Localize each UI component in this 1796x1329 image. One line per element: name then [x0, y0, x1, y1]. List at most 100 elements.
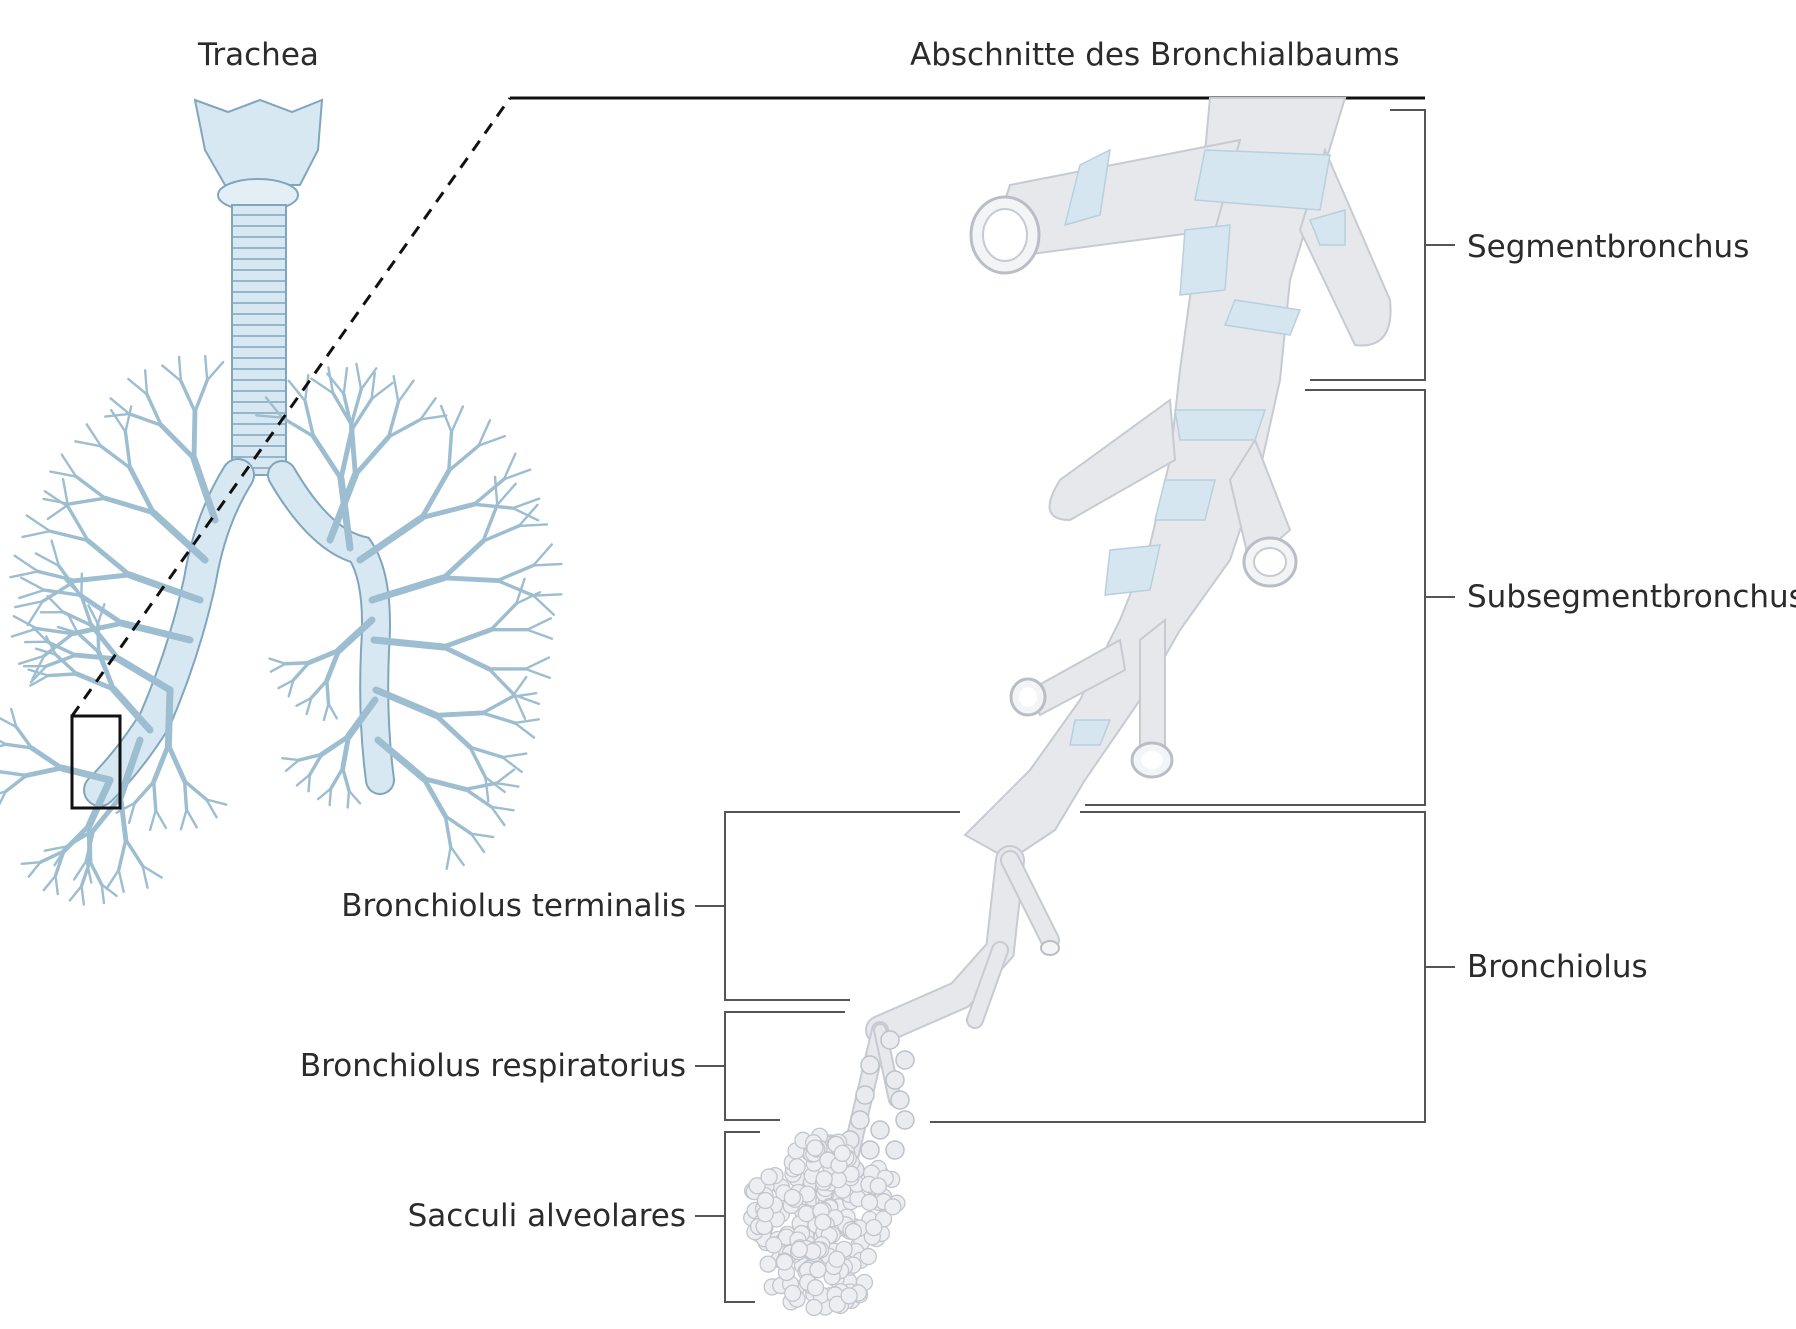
alveolus — [808, 1280, 824, 1296]
bronchial-twig — [444, 647, 489, 669]
alveolar-bud — [891, 1091, 909, 1109]
bronchial-twig — [168, 690, 170, 745]
bronchial-twig — [27, 516, 50, 532]
bronchial-twig — [128, 379, 147, 394]
alveolus — [807, 1140, 823, 1156]
bronchial-twig — [91, 625, 118, 659]
trachea-illustration — [0, 100, 561, 905]
label-subsegmentbronchus: Subsegmentbronchus — [1467, 582, 1796, 613]
bronchial-twig — [313, 436, 341, 478]
bronchial-twig — [356, 364, 361, 390]
bronchial-twig — [185, 781, 187, 809]
bronchial-twig — [1, 772, 27, 776]
bronchial-twig — [48, 596, 64, 612]
bronchial-twig — [286, 760, 299, 771]
alveolus — [757, 1192, 773, 1208]
bronchial-twig — [497, 484, 515, 505]
bronchial-twig — [451, 847, 464, 865]
alveolus — [866, 1220, 882, 1236]
bronchial-twig — [525, 658, 549, 669]
bronchial-twig — [56, 876, 58, 895]
alveolar-bud — [856, 1086, 874, 1104]
bronchial-twig — [88, 540, 130, 574]
bronchial-twig — [318, 788, 331, 799]
alveolus — [885, 1199, 901, 1215]
bronchial-twig — [286, 663, 309, 664]
bronchial-twig — [355, 437, 388, 475]
bracket-bronchiolus-terminalis — [725, 812, 960, 1000]
label-bronchiolus-terminalis: Bronchiolus terminalis — [341, 891, 686, 922]
bronchial-twig — [293, 663, 309, 680]
bronchial-twig — [119, 870, 124, 892]
bronchial-twig — [496, 783, 518, 786]
bronchial-twig — [29, 862, 41, 877]
bronchial-twig — [344, 368, 347, 394]
bronchial-twig — [44, 876, 56, 891]
bronchial-twig — [70, 886, 82, 901]
alveolus — [766, 1237, 782, 1253]
bronchial-twig — [181, 381, 195, 412]
bronchial-twig — [23, 531, 50, 537]
bronchial-twig — [64, 825, 89, 851]
bronchial-twig — [125, 432, 130, 468]
alveolus — [870, 1178, 886, 1194]
bronchial-twig — [341, 429, 352, 478]
label-segmentbronchus: Segmentbronchus — [1467, 232, 1749, 263]
bronchial-twig — [394, 376, 399, 402]
alveolar-bud — [851, 1111, 869, 1129]
bronchial-twig — [185, 781, 207, 799]
alveolus — [829, 1251, 845, 1267]
bronchial-twig — [126, 840, 143, 866]
bronchial-twig — [78, 633, 99, 652]
alveolus — [860, 1249, 876, 1265]
alveolar-bud — [896, 1051, 914, 1069]
bronchial-twig — [485, 777, 488, 801]
bronchial-twig — [187, 810, 197, 828]
bronchial-twig — [474, 504, 513, 508]
larynx-shape — [195, 100, 322, 185]
bronchial-twig — [0, 763, 1, 772]
bronchial-twig — [519, 505, 537, 526]
bronchial-twig — [515, 719, 539, 723]
alveolus — [791, 1241, 807, 1257]
bronchial-twig — [372, 373, 375, 399]
bronchial-twig — [498, 565, 534, 580]
bronchial-twig — [181, 810, 187, 830]
bronchial-twig — [150, 810, 156, 830]
bronchial-twig — [105, 414, 129, 417]
bronchial-twig — [330, 788, 331, 805]
alveolus — [841, 1288, 857, 1304]
bronchial-twig — [48, 674, 76, 676]
alveolar-bud — [861, 1141, 879, 1159]
bronchial-twig — [32, 748, 62, 768]
enlarged-bronchus-illustration — [744, 98, 1391, 1315]
alveolus — [761, 1169, 777, 1185]
bronchial-twig — [156, 810, 166, 828]
bronchial-twig — [327, 680, 329, 703]
bronchial-twig — [444, 630, 491, 647]
alveolus — [845, 1224, 861, 1240]
bronchial-twig — [420, 416, 446, 420]
bronchial-twig — [205, 356, 207, 380]
label-sacculi-alveolares: Sacculi alveolares — [408, 1201, 686, 1232]
bronchial-twig — [441, 406, 451, 432]
bronchial-twig — [154, 782, 156, 810]
bronchial-twig — [447, 847, 451, 869]
bronchial-twig — [282, 758, 299, 760]
bronchial-twig — [498, 581, 534, 596]
bronchial-twig — [69, 498, 105, 504]
alveolar-sacs — [744, 1128, 905, 1315]
bronchial-twig — [106, 870, 118, 889]
bronchial-twig — [444, 578, 498, 581]
bronchial-twig — [76, 575, 130, 581]
bronchial-twig — [398, 381, 413, 402]
bronchial-twig — [76, 477, 105, 499]
bronchial-twig — [12, 629, 37, 637]
alveolar-bud — [896, 1111, 914, 1129]
alveolus — [784, 1189, 800, 1205]
bronchial-twig — [515, 723, 534, 738]
bronchial-twig — [311, 680, 327, 697]
bronchial-twig — [420, 398, 435, 419]
bronchial-twig — [154, 745, 169, 782]
